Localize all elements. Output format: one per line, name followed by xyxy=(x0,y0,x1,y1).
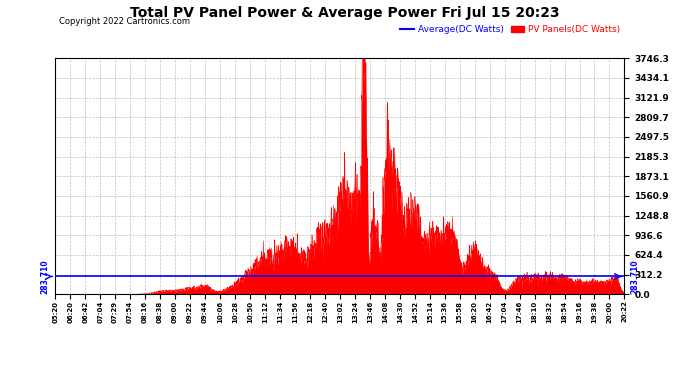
Text: Total PV Panel Power & Average Power Fri Jul 15 20:23: Total PV Panel Power & Average Power Fri… xyxy=(130,6,560,20)
Text: Copyright 2022 Cartronics.com: Copyright 2022 Cartronics.com xyxy=(59,17,190,26)
Legend: Average(DC Watts), PV Panels(DC Watts): Average(DC Watts), PV Panels(DC Watts) xyxy=(400,25,620,34)
Text: 283.710: 283.710 xyxy=(41,259,50,294)
Text: 283.710: 283.710 xyxy=(630,259,639,294)
